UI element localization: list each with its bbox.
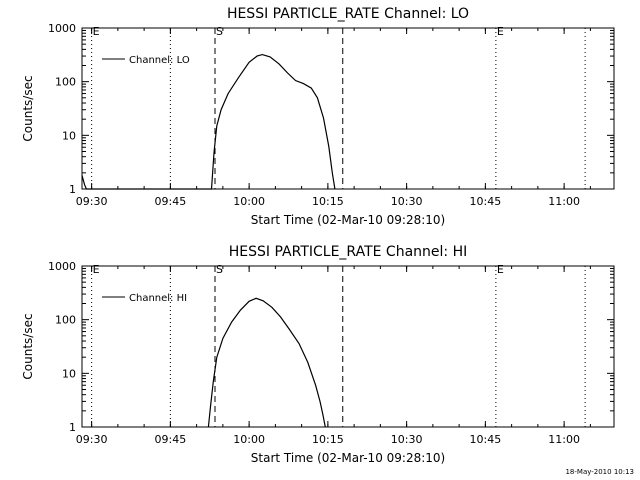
x-tick-label: 09:45: [155, 195, 187, 208]
y-tick-label: 1: [69, 183, 76, 196]
y-tick-label: 100: [55, 314, 76, 327]
y-tick-label: 100: [55, 76, 76, 89]
y-axis-label: Counts/sec: [21, 75, 35, 141]
x-tick-label: 09:30: [76, 195, 108, 208]
x-tick-label: 10:30: [391, 433, 423, 446]
plot-frame: [81, 27, 615, 190]
legend-label: Channel: HI: [129, 293, 187, 304]
chart-panel-2: HESSI PARTICLE_RATE Channel: HI E S E 09:30 0…: [21, 244, 615, 465]
generation-timestamp: 18-May-2010 10:13: [565, 468, 634, 476]
x-tick-label: 10:00: [233, 433, 265, 446]
event-marker-label: S: [216, 25, 223, 38]
y-tick-label: 10: [62, 367, 76, 380]
y-tick-label: 1000: [48, 260, 76, 273]
y-tick-label: 10: [62, 129, 76, 142]
x-axis-label: Start Time (02-Mar-10 09:28:10): [251, 213, 445, 227]
x-tick-label: 10:30: [391, 195, 423, 208]
x-axis-label: Start Time (02-Mar-10 09:28:10): [251, 451, 445, 465]
legend-label: Channel: LO: [129, 55, 190, 66]
y-tick-label: 1: [69, 421, 76, 434]
x-tick-label: 10:15: [312, 195, 344, 208]
chart-panel-1: HESSI PARTICLE_RATE Channel: LO E S E 09:30 0…: [21, 6, 615, 227]
event-marker-label: E: [497, 263, 504, 276]
x-tick-label: 09:45: [155, 433, 187, 446]
chart-title: HESSI PARTICLE_RATE Channel: LO: [227, 6, 469, 22]
event-marker-label: E: [497, 25, 504, 38]
y-tick-label: 1000: [48, 22, 76, 35]
chart-title: HESSI PARTICLE_RATE Channel: HI: [229, 244, 467, 260]
x-tick-label: 09:30: [76, 433, 108, 446]
event-marker-label: S: [216, 263, 223, 276]
x-tick-label: 10:15: [312, 433, 344, 446]
x-tick-label: 10:45: [470, 433, 502, 446]
x-tick-label: 10:45: [470, 195, 502, 208]
x-tick-label: 11:00: [548, 195, 580, 208]
event-marker-label: E: [93, 25, 100, 38]
event-marker-label: E: [93, 263, 100, 276]
y-axis-label: Counts/sec: [21, 313, 35, 379]
plot-frame: [81, 265, 615, 428]
x-tick-label: 11:00: [548, 433, 580, 446]
series-line-channel-lo: [81, 53, 336, 190]
x-tick-label: 10:00: [233, 195, 265, 208]
series-line-channel-hi: [207, 297, 326, 428]
